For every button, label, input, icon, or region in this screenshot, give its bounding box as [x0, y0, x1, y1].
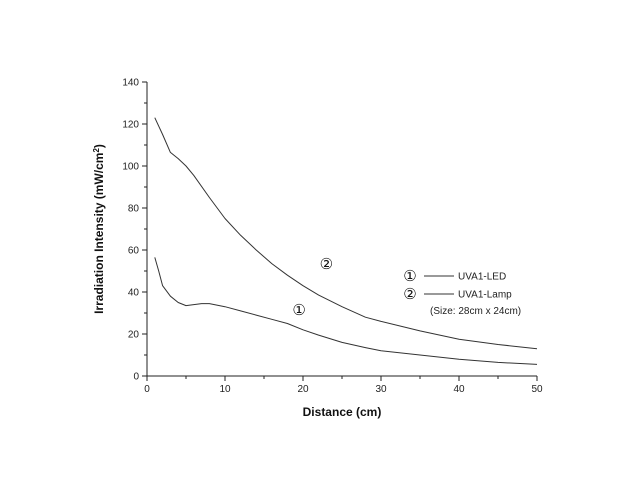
legend-label: UVA1-LED	[458, 272, 506, 283]
curve-label: ①	[292, 301, 305, 319]
legend-size-note: (Size: 28cm x 24cm)	[430, 306, 521, 317]
x-tick-label: 0	[144, 384, 150, 395]
x-tick-label: 20	[297, 384, 309, 395]
axes: 0 10 20 30 40 50 0 20 40 60 80 100 120 140 Distance (c…	[92, 78, 543, 420]
x-tick-label: 40	[453, 384, 465, 395]
x-tick-label: 10	[219, 384, 231, 395]
x-axis-title: Distance (cm)	[303, 405, 382, 419]
y-tick-label: 100	[122, 162, 139, 173]
legend-marker: ①	[403, 267, 416, 285]
y-axis-title: Irradiation Intensity (mW/cm2)	[92, 144, 107, 314]
series-lines	[155, 118, 537, 365]
y-tick-label: 120	[122, 120, 139, 131]
x-tick-label: 50	[531, 384, 543, 395]
legend-marker: ②	[403, 285, 416, 303]
y-tick-label: 40	[128, 288, 140, 299]
y-tick-label: 80	[128, 204, 140, 215]
curve-label: ②	[320, 255, 333, 273]
y-tick-label: 140	[122, 78, 139, 89]
x-tick-label: 30	[375, 384, 387, 395]
curve-annotations: ①②	[292, 255, 333, 319]
legend-label: UVA1-Lamp	[458, 290, 512, 301]
y-tick-label: 0	[133, 372, 139, 383]
legend: ① UVA1-LED ② UVA1-Lamp (Size: 28cm x 24cm)	[403, 267, 521, 317]
y-tick-label: 20	[128, 330, 140, 341]
y-tick-label: 60	[128, 246, 140, 257]
